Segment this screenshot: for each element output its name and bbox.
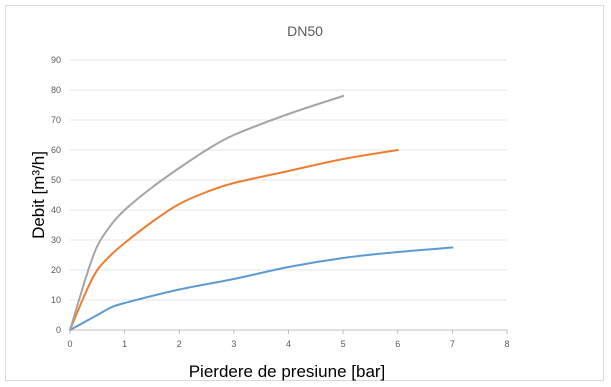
x-tick-label: 2: [177, 339, 182, 349]
series-line-2: [69, 149, 399, 331]
grid-layer: [70, 59, 507, 301]
y-tick-label: 30: [51, 235, 61, 245]
y-tick-label: 50: [51, 175, 61, 185]
series-line-1: [69, 246, 454, 331]
x-tick-label: 3: [231, 339, 236, 349]
x-tick-label: 8: [504, 339, 509, 349]
y-axis-label: Debit [m³/h]: [29, 151, 48, 239]
chart-frame: [5, 5, 604, 381]
x-tick-label: 0: [67, 339, 72, 349]
y-tick-label: 80: [51, 85, 61, 95]
y-tick-label: 10: [51, 295, 61, 305]
series-line-3: [69, 95, 345, 331]
axis-layer: 0 10 20 30 40 50 60 70 80 90 0 1 2 3 4 5 6 7 8: [51, 55, 510, 349]
y-tick-label: 90: [51, 55, 61, 65]
x-tick-label: 5: [341, 339, 346, 349]
y-tick-label: 70: [51, 115, 61, 125]
y-tick-label: 20: [51, 265, 61, 275]
y-tick-label: 0: [56, 325, 61, 335]
x-tick-label: 4: [286, 339, 291, 349]
y-tick-label: 40: [51, 205, 61, 215]
y-tick-label: 60: [51, 145, 61, 155]
series-layer: [69, 95, 454, 331]
chart-title: DN50: [287, 23, 323, 39]
x-axis-label: Pierdere de presiune [bar]: [189, 362, 386, 381]
x-tick-label: 7: [450, 339, 455, 349]
x-tick-label: 6: [395, 339, 400, 349]
x-tick-label: 1: [122, 339, 127, 349]
